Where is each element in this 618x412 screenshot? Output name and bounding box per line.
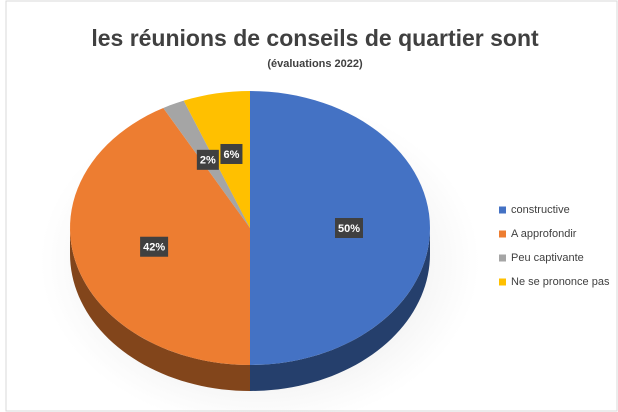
legend-label: Peu captivante (511, 252, 584, 264)
legend-swatch (499, 254, 506, 262)
legend-swatch (499, 230, 506, 238)
chart-title: les réunions de conseils de quartier son… (91, 25, 539, 51)
data-label-box (196, 149, 219, 170)
data-label: 6% (223, 149, 239, 161)
legend-swatch (499, 206, 506, 214)
data-label-box (140, 236, 169, 257)
legend-label: constructive (511, 204, 570, 216)
data-label: 42% (143, 242, 165, 254)
slice-side (70, 228, 250, 391)
data-label-box (335, 218, 363, 238)
data-label: 2% (200, 155, 216, 167)
legend-swatch (499, 278, 506, 286)
legend-label: Ne se prononce pas (511, 276, 610, 288)
data-label: 50% (338, 223, 360, 235)
legend-label: A approfondir (511, 228, 577, 240)
data-label-box (220, 143, 243, 164)
slice (70, 107, 250, 365)
slice-side (250, 228, 430, 391)
chart-subtitle: (évaluations 2022) (267, 58, 363, 70)
